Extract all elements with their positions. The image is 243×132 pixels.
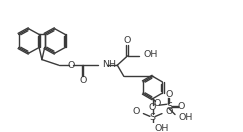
Text: O: O <box>67 61 74 70</box>
Text: O: O <box>124 36 131 45</box>
Text: OH: OH <box>155 124 169 132</box>
Text: O: O <box>149 103 156 112</box>
Text: OH: OH <box>143 50 158 59</box>
Text: O: O <box>132 107 140 116</box>
Text: O: O <box>79 76 87 85</box>
Text: O: O <box>166 89 173 98</box>
Text: O: O <box>178 102 185 111</box>
Text: O: O <box>166 107 173 116</box>
Text: OH: OH <box>179 113 193 122</box>
Text: S: S <box>166 102 173 111</box>
Text: NH: NH <box>102 60 116 69</box>
Text: S: S <box>150 113 156 122</box>
Text: O: O <box>154 99 161 108</box>
